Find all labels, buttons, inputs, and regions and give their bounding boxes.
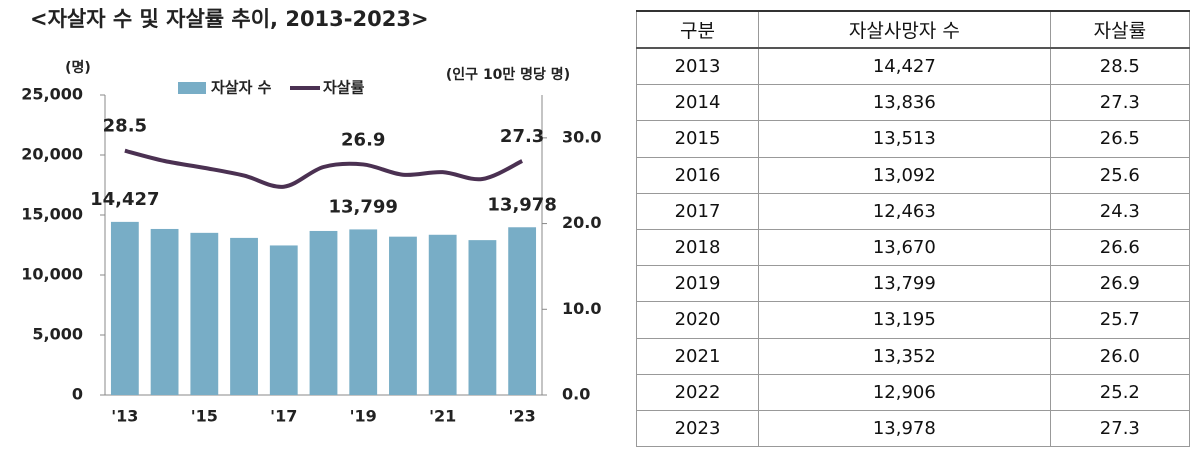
- data-table: 구분 자살사망자 수 자살률 2013 14,427 28.5 2014 13,836 27.3…: [636, 10, 1191, 448]
- bar: [269, 245, 298, 395]
- bar: [150, 228, 179, 395]
- table-row: 2017 12,463 24.3: [636, 192, 1191, 230]
- table-cell: 26.9: [1049, 265, 1191, 303]
- table-cell: 28.5: [1049, 47, 1191, 86]
- legend-label: 자살률: [323, 79, 365, 97]
- table-cell: 12,906: [758, 373, 1051, 411]
- y-tick-label: 0: [72, 385, 83, 404]
- table-cell: 27.3: [1049, 409, 1191, 448]
- table-cell: 2021: [636, 337, 759, 375]
- y-tick-label: 20,000: [21, 145, 83, 164]
- table-cell: 2020: [636, 301, 759, 339]
- table-row: 2019 13,799 26.9: [636, 265, 1191, 303]
- table-row: 2013 14,427 28.5: [636, 47, 1191, 86]
- table-cell: 26.5: [1049, 120, 1191, 158]
- table-cell: 27.3: [1049, 84, 1191, 122]
- line-value-label: 27.3: [500, 126, 544, 147]
- chart: <자살자 수 및 자살률 추이, 2013-2023> (명) (인구 10만 …: [21, 7, 601, 426]
- table-row: 2014 13,836 27.3: [636, 84, 1191, 122]
- table-cell: 2017: [636, 192, 759, 230]
- table-header-cell: 구분: [636, 10, 759, 49]
- table-cell: 12,463: [758, 192, 1051, 230]
- y2-tick-label: 20.0: [562, 213, 601, 232]
- table-cell: 13,352: [758, 337, 1051, 375]
- bar: [110, 221, 139, 395]
- table-cell: 13,513: [758, 120, 1051, 158]
- bar: [468, 240, 497, 395]
- table-row: 2022 12,906 25.2: [636, 373, 1191, 411]
- table-row: 2023 13,978 27.3: [636, 409, 1191, 448]
- y-tick-label: 15,000: [21, 205, 83, 224]
- x-tick-label: '21: [429, 407, 456, 426]
- table-row: 2015 13,513 26.5: [636, 120, 1191, 158]
- bar-value-label: 13,799: [328, 196, 397, 217]
- table-cell: 2018: [636, 228, 759, 267]
- x-tick-label: '15: [191, 407, 218, 426]
- x-tick-label: '23: [509, 407, 536, 426]
- table-header-cell: 자살사망자 수: [758, 10, 1051, 49]
- bar-value-label: 14,427: [90, 189, 159, 210]
- x-tick-label: '13: [111, 407, 138, 426]
- legend-swatch: [178, 82, 206, 94]
- x-tick-label: '17: [270, 407, 297, 426]
- table-cell: 13,836: [758, 84, 1051, 122]
- table-cell: 2022: [636, 373, 759, 411]
- table-cell: 2023: [636, 409, 759, 448]
- y-tick-label: 10,000: [21, 265, 83, 284]
- table-cell: 13,799: [758, 265, 1051, 303]
- bar: [309, 230, 338, 395]
- line: [124, 148, 524, 189]
- table-cell: 2013: [636, 47, 759, 86]
- table-cell: 25.6: [1049, 156, 1191, 194]
- y2-axis-label: (인구 10만 명당 명): [446, 66, 570, 83]
- table-cell: 24.3: [1049, 192, 1191, 230]
- table-cell: 14,427: [758, 47, 1051, 86]
- table-row: 2021 13,352 26.0: [636, 337, 1191, 375]
- line-value-label: 28.5: [103, 116, 147, 137]
- bar: [508, 227, 537, 395]
- legend-label: 자살자 수: [211, 79, 272, 97]
- x-tick-label: '19: [350, 407, 377, 426]
- table-cell: 2014: [636, 84, 759, 122]
- bar: [349, 229, 378, 395]
- bar: [428, 234, 457, 395]
- table-row: 2018 13,670 26.6: [636, 228, 1191, 267]
- table-cell: 13,092: [758, 156, 1051, 194]
- table-cell: 2016: [636, 156, 759, 194]
- bar: [230, 237, 258, 395]
- chart-title: <자살자 수 및 자살률 추이, 2013-2023>: [30, 7, 429, 31]
- table-cell: 25.7: [1049, 301, 1191, 339]
- table-header-row: 구분 자살사망자 수 자살률: [636, 10, 1191, 49]
- y2-tick-label: 30.0: [562, 127, 601, 146]
- table-cell: 26.6: [1049, 228, 1191, 267]
- y2-tick-label: 0.0: [562, 385, 590, 404]
- table-cell: 25.2: [1049, 373, 1191, 411]
- table-cell: 13,978: [758, 409, 1051, 448]
- y2-tick-label: 10.0: [562, 299, 601, 318]
- table-cell: 13,195: [758, 301, 1051, 339]
- table-row: 2016 13,092 25.6: [636, 156, 1191, 194]
- table-cell: 13,670: [758, 228, 1051, 267]
- y-axis-label: (명): [65, 59, 91, 76]
- y-tick-label: 25,000: [21, 85, 83, 104]
- line-value-label: 26.9: [341, 129, 385, 150]
- table-cell: 26.0: [1049, 337, 1191, 375]
- bar-value-label: 13,978: [487, 194, 556, 215]
- table-header-cell: 자살률: [1049, 10, 1191, 49]
- table-cell: 2019: [636, 265, 759, 303]
- bar: [389, 236, 417, 395]
- table-row: 2020 13,195 25.7: [636, 301, 1191, 339]
- y-tick-label: 5,000: [32, 325, 83, 344]
- table-cell: 2015: [636, 120, 759, 158]
- bar: [190, 232, 219, 395]
